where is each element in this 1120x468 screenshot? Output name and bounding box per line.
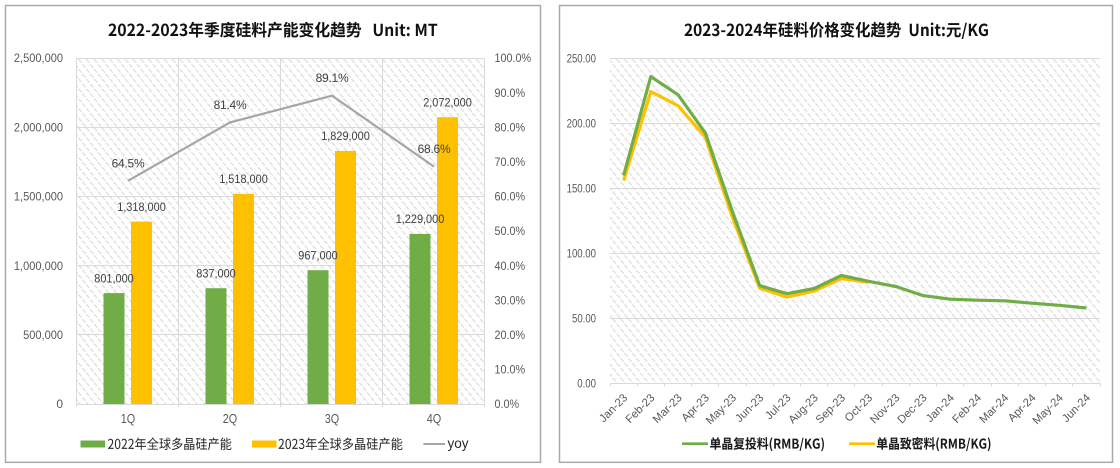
svg-text:100.00: 100.00 (567, 247, 597, 261)
svg-text:1,000,000: 1,000,000 (14, 259, 63, 273)
svg-text:64.5%: 64.5% (112, 156, 145, 170)
svg-text:3Q: 3Q (325, 411, 340, 426)
svg-text:81.4%: 81.4% (214, 98, 247, 112)
svg-text:500,000: 500,000 (23, 328, 63, 342)
svg-text:40.0%: 40.0% (495, 259, 526, 273)
svg-text:200.00: 200.00 (567, 117, 597, 131)
svg-text:2,000,000: 2,000,000 (14, 120, 63, 134)
svg-text:68.6%: 68.6% (418, 142, 451, 156)
svg-text:1,318,000: 1,318,000 (117, 200, 166, 214)
svg-text:50.00: 50.00 (572, 312, 596, 326)
svg-text:0: 0 (56, 397, 63, 411)
svg-text:90.0%: 90.0% (495, 86, 526, 100)
svg-text:30.0%: 30.0% (495, 293, 526, 307)
svg-text:967,000: 967,000 (298, 248, 338, 262)
svg-text:100.0%: 100.0% (495, 51, 532, 65)
svg-text:2Q: 2Q (223, 411, 238, 426)
svg-text:20.0%: 20.0% (495, 328, 526, 342)
svg-text:0.0%: 0.0% (495, 397, 520, 411)
svg-text:80.0%: 80.0% (495, 120, 526, 134)
svg-text:yoy: yoy (448, 436, 469, 451)
svg-text:150.00: 150.00 (567, 182, 597, 196)
svg-text:1,518,000: 1,518,000 (219, 172, 268, 186)
svg-text:70.0%: 70.0% (495, 155, 526, 169)
svg-text:1,500,000: 1,500,000 (14, 190, 63, 204)
svg-text:837,000: 837,000 (196, 266, 236, 280)
svg-text:4Q: 4Q (427, 411, 442, 426)
svg-text:60.0%: 60.0% (495, 190, 526, 204)
svg-text:0.00: 0.00 (577, 377, 596, 391)
svg-text:2,072,000: 2,072,000 (423, 95, 472, 109)
svg-text:10.0%: 10.0% (495, 363, 526, 377)
svg-text:250.00: 250.00 (567, 52, 597, 66)
svg-text:801,000: 801,000 (94, 271, 134, 285)
svg-text:50.0%: 50.0% (495, 224, 526, 238)
svg-text:1Q: 1Q (121, 411, 136, 426)
svg-text:89.1%: 89.1% (316, 71, 349, 85)
svg-text:1,229,000: 1,229,000 (396, 212, 445, 226)
svg-text:1,829,000: 1,829,000 (321, 129, 370, 143)
svg-text:2,500,000: 2,500,000 (14, 51, 63, 65)
